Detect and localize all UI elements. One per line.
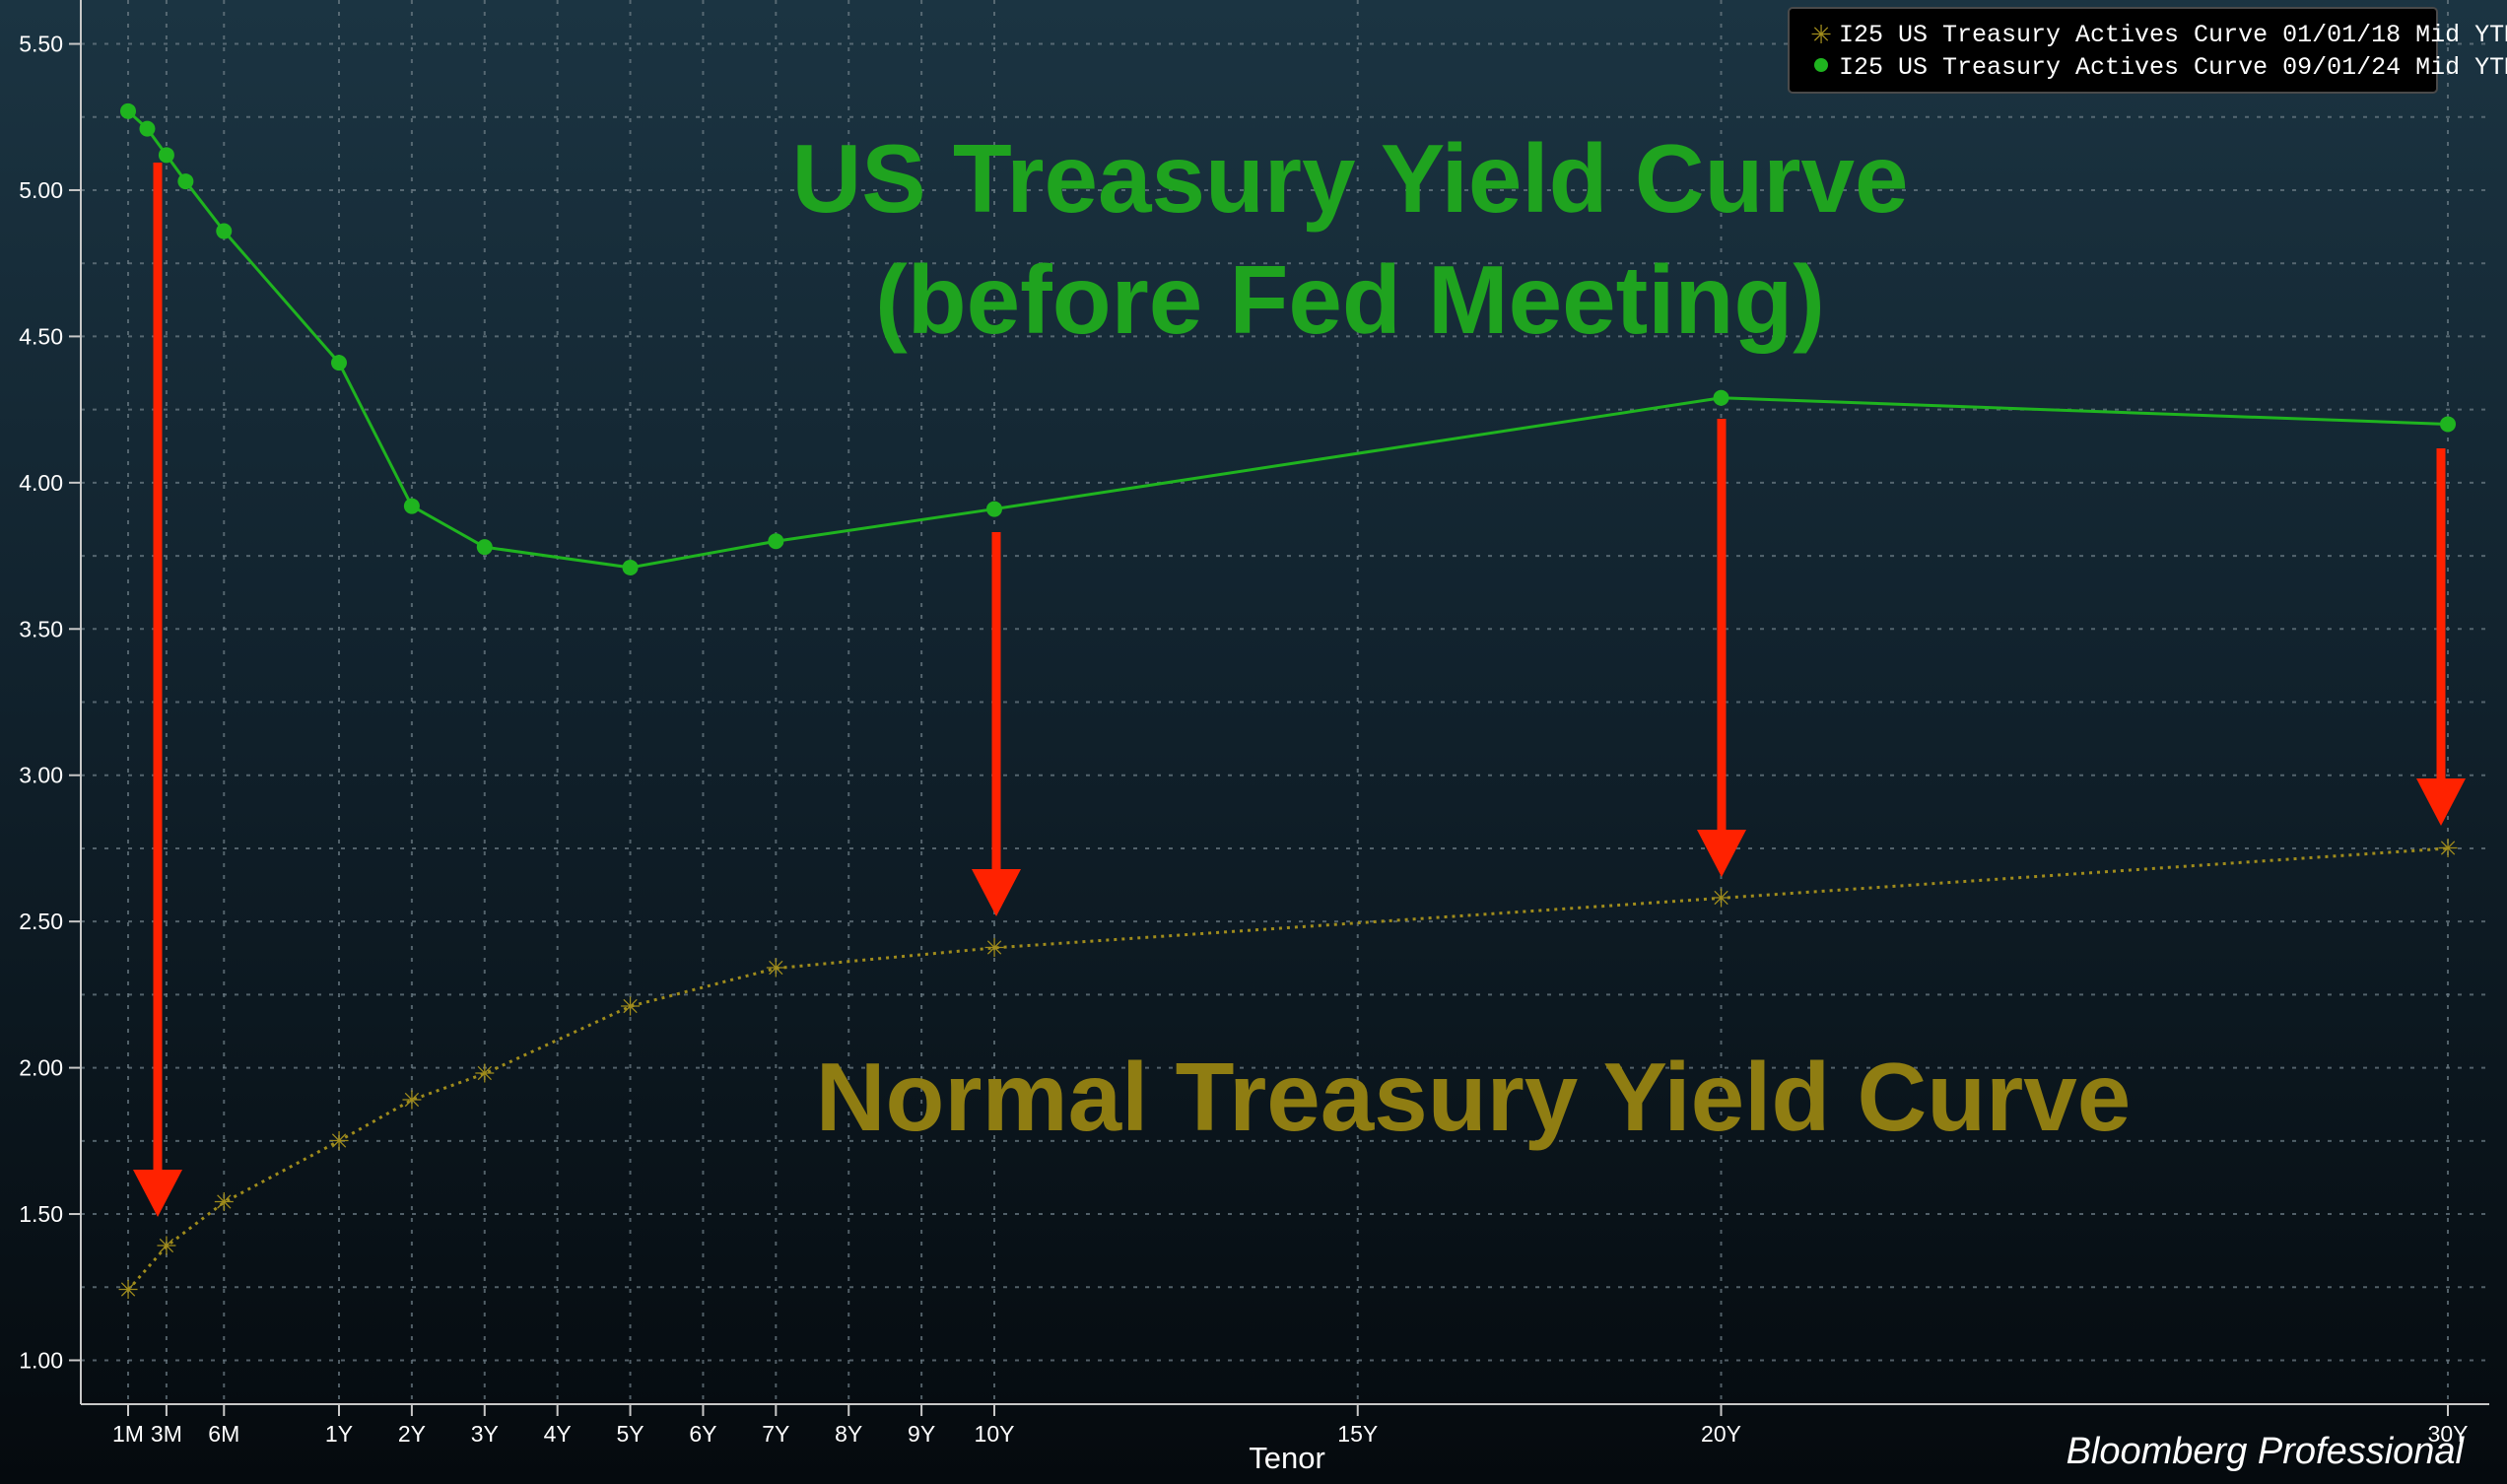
arrow-head (972, 869, 1021, 916)
legend: ✳ I25 US Treasury Actives Curve 01/01/18… (1788, 7, 2507, 94)
annotation-title-line2: (before Fed Meeting) (875, 245, 1825, 354)
data-point: ✳ (983, 934, 1005, 964)
data-point (120, 102, 136, 119)
arrow-head (133, 1170, 182, 1217)
data-point: ✳ (401, 1086, 423, 1115)
drop-arrow (1697, 419, 1746, 877)
legend-box (1788, 7, 2438, 94)
y-tick-label: 3.00 (19, 763, 63, 788)
legend-entry-2018: I25 US Treasury Actives Curve 01/01/18 M… (1839, 21, 2507, 49)
y-tick-label: 5.00 (19, 177, 63, 203)
y-tick-label: 2.50 (19, 909, 63, 934)
data-point (476, 539, 493, 556)
x-tick-label: 9Y (908, 1421, 935, 1447)
drop-arrow (972, 532, 1021, 916)
arrow-head (1697, 830, 1746, 877)
data-point: ✳ (156, 1233, 177, 1262)
series-layer: ✳ ✳ ✳ ✳ ✳ ✳ ✳ ✳ ✳ ✳ ✳ (117, 102, 2459, 1306)
data-point: ✳ (328, 1127, 350, 1157)
drop-arrow (133, 163, 182, 1217)
x-tick-label: 1Y (325, 1421, 353, 1447)
x-tick-label: 2Y (398, 1421, 426, 1447)
data-point: ✳ (620, 992, 642, 1022)
legend-marker-2024 (1814, 58, 1828, 72)
series-0: ✳ ✳ ✳ ✳ ✳ ✳ ✳ ✳ ✳ ✳ ✳ (117, 835, 2459, 1306)
x-tick-label: 7Y (762, 1421, 789, 1447)
data-point (177, 173, 194, 190)
x-tick-label: 4Y (544, 1421, 572, 1447)
data-point (158, 147, 174, 164)
y-tick-label: 3.50 (19, 616, 63, 641)
y-tick-label: 2.00 (19, 1055, 63, 1081)
axes (80, 0, 2489, 1405)
legend-marker-2018: ✳ (1810, 21, 1832, 50)
annotation-title-line1: US Treasury Yield Curve (792, 124, 1909, 233)
y-tick-label: 1.50 (19, 1201, 63, 1227)
x-tick-label: 20Y (1701, 1421, 1741, 1447)
data-point (139, 120, 156, 137)
y-axis-ticks: 1.00 1.50 2.00 2.50 3.00 3.50 4.00 4.50 5.00 5.50 (19, 32, 81, 1373)
data-point: ✳ (117, 1276, 139, 1306)
data-point: ✳ (474, 1060, 496, 1090)
x-axis-ticks: 1M 3M 6M 1Y 2Y 3Y 4Y 5Y 6Y 7Y 8Y 9Y 10Y 15Y 20Y 30Y (112, 1404, 2468, 1447)
drop-arrow (2416, 448, 2466, 826)
y-tick-label: 4.50 (19, 323, 63, 349)
data-point: ✳ (2437, 835, 2459, 864)
data-point (768, 533, 784, 550)
data-point (986, 501, 1002, 517)
x-tick-label: 3M (151, 1421, 182, 1447)
y-tick-label: 5.50 (19, 32, 63, 57)
y-tick-label: 4.00 (19, 470, 63, 496)
y-tick-label: 1.00 (19, 1347, 63, 1373)
annotation-normal-curve: Normal Treasury Yield Curve (816, 1043, 2131, 1151)
x-tick-label: 3Y (471, 1421, 499, 1447)
x-tick-label: 30Y (2428, 1421, 2469, 1447)
data-point: ✳ (1711, 884, 1732, 913)
data-point (2440, 416, 2456, 433)
x-tick-label: 15Y (1337, 1421, 1378, 1447)
series-1 (120, 102, 2456, 575)
arrow-head (2416, 778, 2466, 826)
data-point (331, 355, 347, 371)
legend-entry-2024: I25 US Treasury Actives Curve 09/01/24 M… (1839, 53, 2507, 82)
x-tick-label: 5Y (616, 1421, 644, 1447)
x-tick-label: 8Y (835, 1421, 862, 1447)
arrow-layer (133, 163, 2466, 1217)
x-tick-label: 6Y (689, 1421, 716, 1447)
data-point: ✳ (213, 1188, 235, 1218)
x-tick-label: 1M (112, 1421, 144, 1447)
brand-watermark: Bloomberg Professional (2067, 1431, 2466, 1472)
x-axis-label: Tenor (1249, 1441, 1325, 1475)
data-point (622, 559, 639, 575)
data-point: ✳ (765, 955, 786, 984)
data-point (403, 498, 420, 514)
x-tick-label: 6M (208, 1421, 239, 1447)
x-tick-label: 10Y (975, 1421, 1015, 1447)
data-point (1713, 389, 1729, 406)
data-point (216, 223, 233, 239)
